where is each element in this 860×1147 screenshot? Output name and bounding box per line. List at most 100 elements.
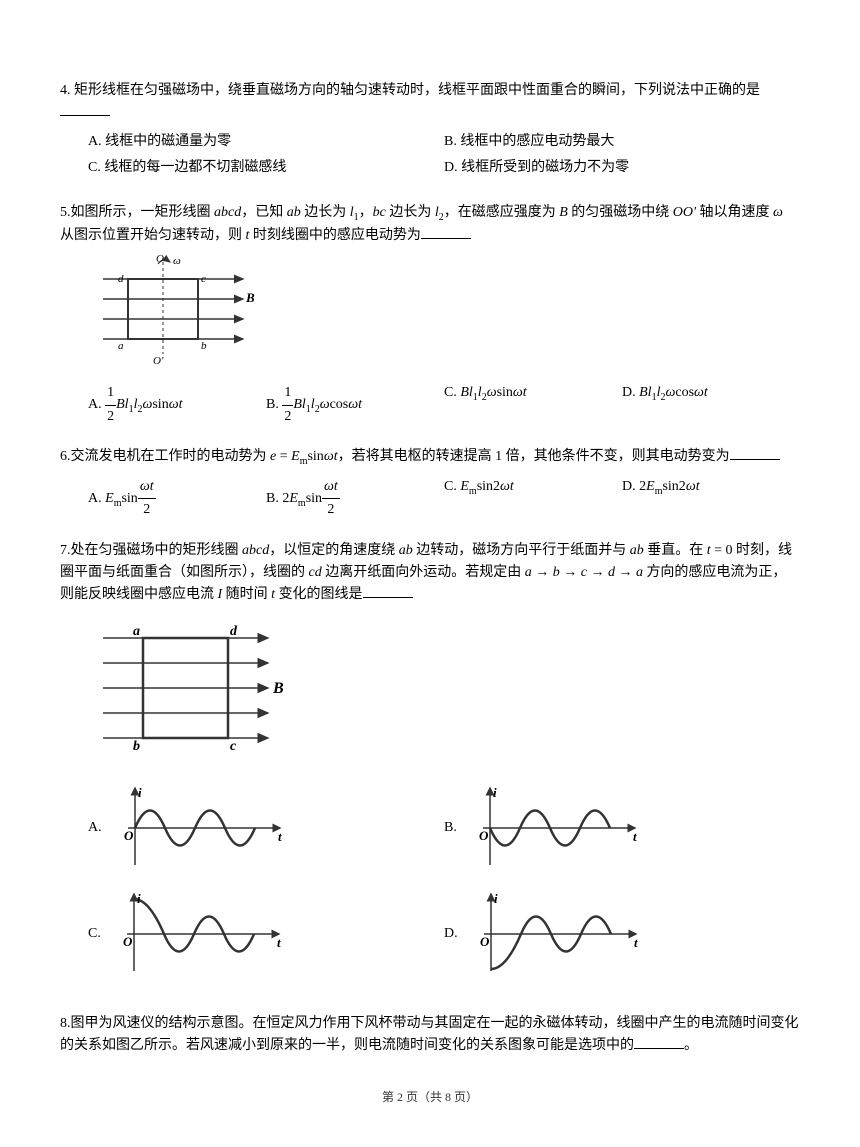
q5-t7: 的匀强磁场中绕 (568, 205, 673, 220)
q7-option-c: C. i O t (88, 889, 444, 979)
svg-text:t: t (277, 935, 281, 950)
q5-O-label: O (156, 254, 164, 265)
svg-text:i: i (494, 891, 498, 906)
q7-t8: 随时间 (222, 587, 271, 602)
svg-text:i: i (138, 785, 142, 800)
q7-text: 7.处在匀强磁场中的矩形线圈 abcd，以恒定的角速度绕 ab 边转动，磁场方向… (60, 540, 800, 607)
q6-options: A. Emsinωt2 B. 2Emsinωt2 C. Emsin2ωt D. … (60, 476, 800, 522)
q5-option-a: A. 12Bl1l2ωsinωt (88, 382, 266, 428)
q5-oa-l: A. (88, 397, 105, 412)
q5-number: 5. (60, 205, 71, 220)
q5-t4: ， (359, 205, 373, 220)
q7-d-label: d (230, 624, 238, 639)
question-4: 4. 矩形线框在匀强磁场中，绕垂直磁场方向的轴匀速转动时，线框平面跟中性面重合的… (60, 80, 800, 184)
q7-t9: 变化的图线是 (275, 587, 363, 602)
q4-option-c: C. 线框的每一边都不切割磁感线 (88, 157, 444, 179)
q5-od-l: D. (622, 385, 639, 400)
svg-text:i: i (493, 785, 497, 800)
q5-options: A. 12Bl1l2ωsinωt B. 12Bl1l2ωcosωt C. Bl1… (60, 382, 800, 428)
q6-t1: 交流发电机在工作时的电动势为 (71, 449, 271, 464)
q6-oc-l: C. (444, 479, 460, 494)
q4-options: A. 线框中的磁通量为零 B. 线框中的感应电动势最大 C. 线框的每一边都不切… (60, 131, 800, 184)
q6-option-c: C. Emsin2ωt (444, 476, 622, 522)
q6-option-a: A. Emsinωt2 (88, 476, 266, 522)
q4-text: 4. 矩形线框在匀强磁场中，绕垂直磁场方向的轴匀速转动时，线框平面跟中性面重合的… (60, 80, 800, 125)
q4-body: 矩形线框在匀强磁场中，绕垂直磁场方向的轴匀速转动时，线框平面跟中性面重合的瞬间，… (74, 83, 760, 98)
q7-number: 7. (60, 543, 71, 558)
q5-option-b: B. 12Bl1l2ωcosωt (266, 382, 444, 428)
q6-oa-l: A. (88, 491, 105, 506)
q7-diagram: a d b c B (60, 613, 800, 771)
q5-t5: 边长为 (386, 205, 435, 220)
q5-Op-label: O' (153, 355, 164, 367)
q6-text: 6.交流发电机在工作时的电动势为 e = Emsinωt，若将其电枢的转速提高 … (60, 446, 800, 470)
question-6: 6.交流发电机在工作时的电动势为 e = Emsinωt，若将其电枢的转速提高 … (60, 446, 800, 522)
svg-text:O: O (123, 934, 133, 949)
q5-text: 5.如图所示，一矩形线圈 abcd，已知 ab 边长为 l1，bc 边长为 l2… (60, 202, 800, 248)
q5-t10: 时刻线圈中的感应电动势为 (249, 228, 421, 243)
q7-t6: 边离开纸面向外运动。若规定由 (322, 565, 525, 580)
q4-blank (60, 115, 110, 116)
q5-diagram: O ω d c a b B O' (60, 254, 800, 382)
svg-text:O: O (480, 934, 490, 949)
svg-text:O: O (479, 828, 489, 843)
q5-c-label: c (201, 273, 206, 285)
q5-ob-l: B. (266, 397, 282, 412)
svg-text:t: t (633, 829, 637, 844)
q6-number: 6. (60, 449, 71, 464)
q5-omega-label: ω (173, 255, 181, 267)
q4-number: 4. (60, 83, 71, 98)
q8-text: 8.图甲为风速仪的结构示意图。在恒定风力作用下风杯带动与其固定在一起的永磁体转动… (60, 1013, 800, 1058)
q7-oc-l: C. (88, 923, 101, 945)
q5-oc-l: C. (444, 385, 460, 400)
q5-t2: ，已知 (241, 205, 287, 220)
q7-t1: 处在匀强磁场中的矩形线圈 (71, 543, 243, 558)
q6-t2: ，若将其电枢的转速提高 1 倍，其他条件不变，则其电动势变为 (338, 449, 730, 464)
q5-option-c: C. Bl1l2ωsinωt (444, 382, 622, 428)
q8-post: 。 (684, 1038, 698, 1053)
q5-t3: 边长为 (301, 205, 350, 220)
q5-blank (421, 238, 471, 239)
q4-option-d: D. 线框所受到的磁场力不为零 (444, 157, 800, 179)
q7-t3: 边转动，磁场方向平行于纸面并与 (413, 543, 630, 558)
q7-option-d: D. i O t (444, 889, 800, 979)
q7-c-label: c (230, 739, 237, 754)
q4-option-b: B. 线框中的感应电动势最大 (444, 131, 800, 153)
svg-text:t: t (634, 935, 638, 950)
svg-text:t: t (278, 829, 282, 844)
q7-option-a: A. i O t (88, 783, 444, 873)
q5-a-label: a (118, 340, 124, 352)
q7-option-b: B. i O t (444, 783, 800, 873)
q8-number: 8. (60, 1016, 71, 1031)
q6-option-b: B. 2Emsinωt2 (266, 476, 444, 522)
q7-a-label: a (133, 624, 140, 639)
q6-ob-l: B. (266, 491, 282, 506)
q7-wave-options: A. i O t B. i O t C. (60, 783, 800, 995)
q7-wave-d: i O t (466, 889, 646, 979)
question-5: 5.如图所示，一矩形线圈 abcd，已知 ab 边长为 l1，bc 边长为 l2… (60, 202, 800, 428)
q7-t2: ，以恒定的角速度绕 (269, 543, 399, 558)
q6-blank (730, 459, 780, 460)
q5-B-label: B (245, 290, 255, 305)
q7-od-l: D. (444, 923, 458, 945)
q5-d-label: d (118, 273, 124, 285)
q5-t6: ，在磁感应强度为 (444, 205, 560, 220)
q7-blank (363, 597, 413, 598)
q7-wave-b: i O t (465, 783, 645, 873)
question-8: 8.图甲为风速仪的结构示意图。在恒定风力作用下风杯带动与其固定在一起的永磁体转动… (60, 1013, 800, 1058)
q6-option-d: D. 2Emsin2ωt (622, 476, 800, 522)
q7-b-label: b (133, 739, 140, 754)
q7-B-label: B (272, 680, 284, 697)
q5-option-d: D. Bl1l2ωcosωt (622, 382, 800, 428)
q7-ob-l: B. (444, 817, 457, 839)
page-footer: 第 2 页（共 8 页） (60, 1088, 800, 1107)
q6-od-l: D. (622, 479, 639, 494)
q7-wave-c: i O t (109, 889, 289, 979)
q8-blank (634, 1048, 684, 1049)
q5-svg: O ω d c a b B O' (88, 254, 258, 374)
q7-oa-l: A. (88, 817, 102, 839)
svg-text:i: i (137, 891, 141, 906)
q5-b-label: b (201, 340, 207, 352)
q4-option-a: A. 线框中的磁通量为零 (88, 131, 444, 153)
q5-t1: 如图所示，一矩形线圈 (71, 205, 215, 220)
